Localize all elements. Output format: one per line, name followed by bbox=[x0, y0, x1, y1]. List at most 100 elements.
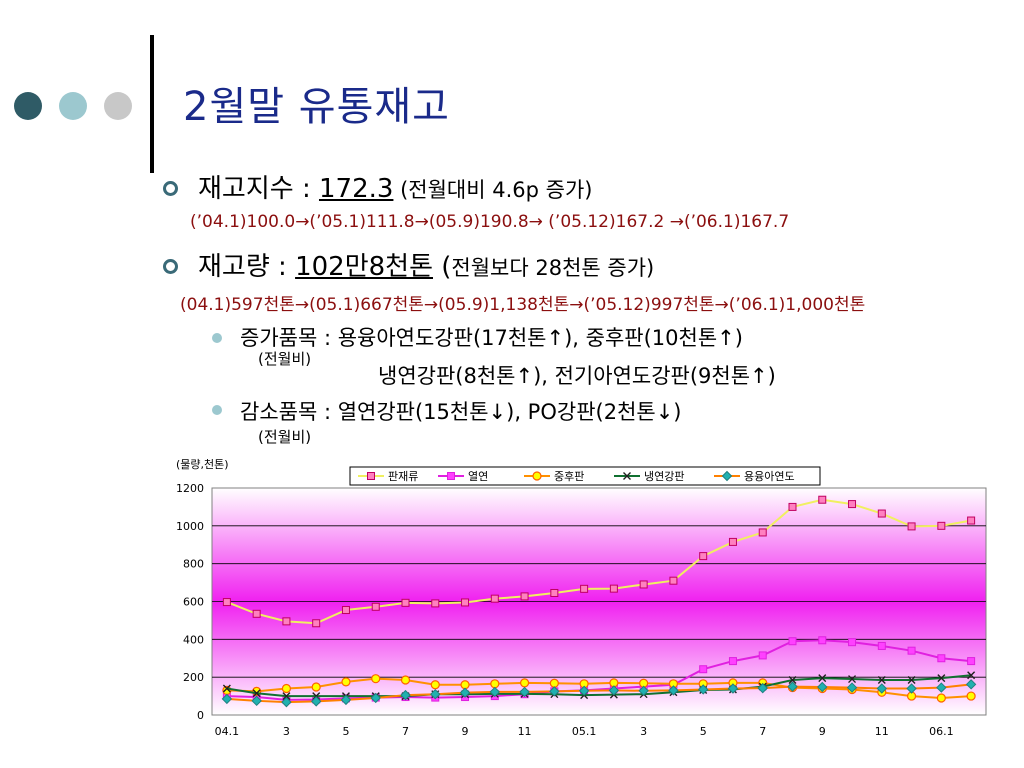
data-point bbox=[787, 681, 798, 692]
volume-history: (04.1)597천톤→(05.1)667천톤→(05.9)1,138천톤→(’… bbox=[180, 295, 866, 315]
data-point bbox=[699, 665, 708, 674]
x-tick-label: 5 bbox=[700, 725, 707, 738]
data-point bbox=[489, 686, 501, 698]
index-value: 172.3 bbox=[318, 174, 394, 204]
increase-items-line2: 냉연강판(8천톤↑), 전기아연도강판(9천톤↑) bbox=[378, 364, 776, 388]
data-point bbox=[252, 689, 261, 698]
data-point bbox=[966, 691, 976, 701]
data-point bbox=[400, 689, 411, 701]
data-point bbox=[967, 671, 976, 680]
volume-paren: ( bbox=[433, 252, 452, 282]
legend-box bbox=[349, 466, 821, 486]
index-label: 재고지수 : bbox=[198, 174, 319, 204]
x-tick-label: 9 bbox=[462, 725, 469, 738]
index-line: 재고지수 : 172.3 (전월대비 4.6p 증가) bbox=[198, 168, 592, 205]
legend-label: 중후판 bbox=[554, 470, 584, 483]
data-point bbox=[221, 693, 233, 705]
data-point bbox=[936, 682, 947, 693]
x-tick-label: 3 bbox=[640, 725, 647, 738]
x-tick-label: 11 bbox=[875, 725, 889, 738]
legend-label: 열연 bbox=[468, 470, 488, 483]
data-point bbox=[937, 654, 946, 663]
data-point bbox=[906, 683, 917, 694]
x-tick-label: 5 bbox=[342, 725, 349, 738]
data-point bbox=[965, 679, 977, 690]
volume-line: 재고량 : 102만8천톤 (전월보다 28천톤 증가) bbox=[198, 246, 654, 283]
data-point bbox=[312, 692, 321, 701]
inventory-line-chart: (물량,천톤) 0 200 400 600 800 1000 1200 04.1 3 5 7 9 11… bbox=[176, 457, 987, 738]
y-tick-label: 800 bbox=[183, 558, 204, 571]
data-point bbox=[727, 683, 739, 694]
series-line-냉연강판 bbox=[226, 674, 972, 698]
data-point bbox=[788, 637, 797, 646]
data-point bbox=[639, 580, 648, 589]
x-tick-label: 11 bbox=[518, 725, 532, 738]
data-point bbox=[967, 657, 976, 666]
data-point bbox=[848, 638, 857, 647]
data-point bbox=[877, 676, 886, 684]
sub-bullet-dot-icon bbox=[212, 333, 222, 343]
data-point bbox=[312, 619, 321, 628]
data-point bbox=[937, 674, 946, 683]
data-point bbox=[848, 500, 857, 509]
legend-label: 용융아연도 bbox=[744, 470, 795, 483]
series-line-중후판 bbox=[226, 677, 972, 699]
legend-marker bbox=[721, 470, 733, 482]
data-point bbox=[371, 674, 381, 684]
data-point bbox=[757, 682, 768, 694]
data-point bbox=[967, 516, 976, 525]
data-point bbox=[788, 502, 797, 511]
data-point bbox=[758, 651, 767, 660]
data-point bbox=[578, 685, 590, 696]
data-point bbox=[728, 537, 737, 546]
data-point bbox=[519, 678, 530, 688]
data-point bbox=[252, 609, 261, 618]
data-point bbox=[907, 676, 916, 684]
data-point bbox=[848, 675, 857, 684]
data-point bbox=[818, 636, 827, 645]
decrease-items-line1: 감소품목 : 열연강판(15천톤↓), PO강판(2천톤↓) bbox=[240, 400, 682, 424]
y-tick-label: 400 bbox=[183, 633, 204, 646]
x-tick-label: 05.1 bbox=[572, 725, 597, 738]
x-tick-label: 06.1 bbox=[929, 725, 954, 738]
data-point bbox=[519, 686, 530, 698]
data-point bbox=[370, 692, 381, 704]
data-point bbox=[638, 685, 649, 696]
data-point bbox=[371, 602, 380, 611]
data-point bbox=[281, 683, 292, 694]
data-point bbox=[431, 599, 440, 608]
data-point bbox=[401, 598, 410, 607]
data-point bbox=[459, 687, 471, 698]
data-point bbox=[282, 617, 291, 626]
data-point bbox=[311, 682, 321, 692]
decor-dot-dark bbox=[14, 92, 42, 120]
series-line-열연 bbox=[226, 639, 972, 701]
data-point bbox=[341, 606, 350, 615]
x-tick-label: 9 bbox=[819, 725, 826, 738]
data-point bbox=[936, 693, 946, 703]
data-point bbox=[340, 694, 352, 706]
bullet-ring-icon bbox=[163, 259, 178, 274]
data-point bbox=[341, 677, 351, 687]
legend-label: 냉연강판 bbox=[644, 470, 684, 483]
series-line-판재류 bbox=[226, 498, 972, 625]
legend-marker bbox=[623, 472, 631, 480]
data-point bbox=[222, 598, 231, 607]
legend-marker bbox=[532, 471, 542, 481]
x-tick-label: 7 bbox=[759, 725, 766, 738]
decrease-note: (전월비) bbox=[258, 428, 312, 446]
data-point bbox=[788, 676, 797, 684]
data-point bbox=[490, 679, 500, 689]
chart-unit-label: (물량,천톤) bbox=[176, 457, 229, 471]
x-tick-label: 3 bbox=[283, 725, 290, 738]
increase-note: (전월비) bbox=[258, 350, 312, 368]
volume-note: 전월보다 28천톤 증가) bbox=[451, 256, 655, 280]
x-tick-label: 04.1 bbox=[215, 725, 240, 738]
y-tick-label: 1000 bbox=[176, 520, 204, 533]
volume-label: 재고량 : bbox=[198, 252, 296, 282]
decor-dot-gray bbox=[104, 92, 132, 120]
y-tick-label: 200 bbox=[183, 671, 204, 684]
data-point bbox=[907, 646, 916, 655]
data-point bbox=[728, 657, 737, 666]
y-tick-label: 0 bbox=[197, 709, 204, 722]
